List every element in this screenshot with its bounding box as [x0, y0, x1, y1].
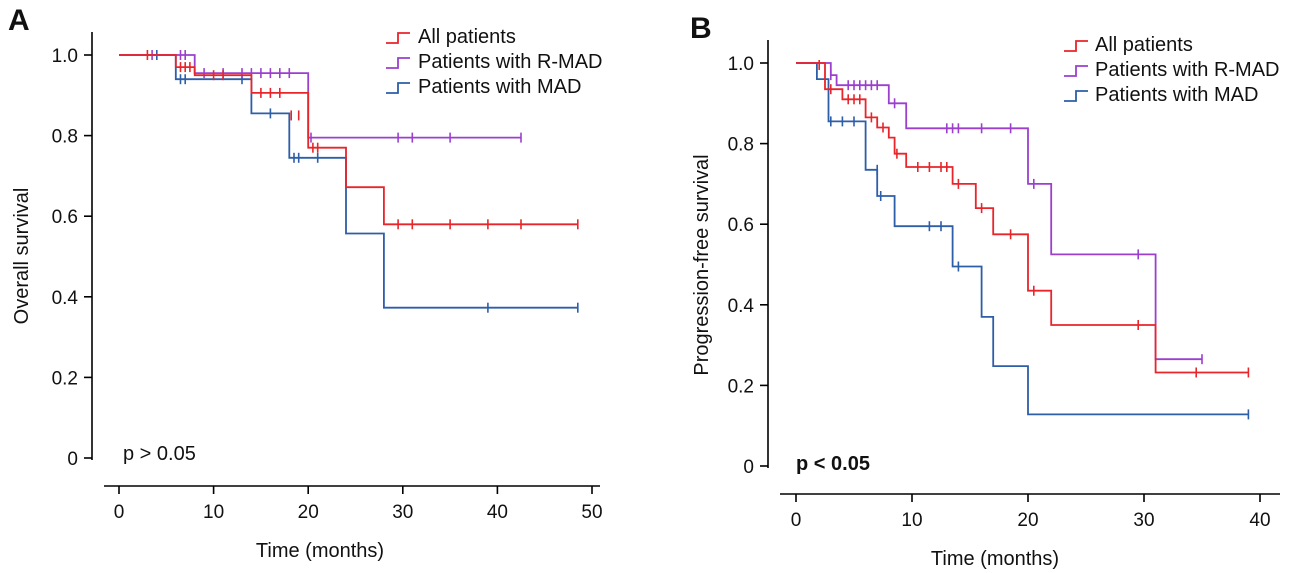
panel-b-x-tick-label: 20: [1017, 510, 1038, 531]
panel-b-chart: B 1.0 0.8 0.6 0.4 0.2 0 0 10 20 30 40 Ti…: [690, 12, 1280, 570]
panel-a-x-tick-label: 20: [298, 502, 319, 523]
panel-b-legend: All patients Patients with R-MAD Patient…: [1064, 34, 1280, 106]
panel-b-plot-area: [796, 60, 1248, 419]
panel-b-y-axis-title: Progression-free survival: [691, 154, 713, 375]
panel-a-y-tick-label: 0: [67, 449, 78, 470]
panel-a-y-tick-label: 0.6: [52, 207, 78, 228]
panel-b-y-tick-label: 0.6: [728, 215, 754, 236]
panel-a-y-tick-label: 0.2: [52, 368, 78, 389]
legend-swatch-all-patients: [386, 33, 410, 43]
panel-a-label: A: [8, 4, 30, 37]
panel-a-y-tick-label: 0.4: [52, 288, 79, 309]
legend-swatch-mad: [1064, 91, 1088, 101]
legend-swatch-all-patients: [1064, 41, 1088, 51]
panel-b-x-tick-label: 10: [901, 510, 922, 531]
legend-label-all-patients: All patients: [1095, 34, 1193, 56]
panel-b-p-value: p < 0.05: [796, 453, 870, 475]
legend-label-r-mad: Patients with R-MAD: [418, 51, 603, 73]
legend-swatch-mad: [386, 83, 410, 93]
panel-b-label: B: [690, 12, 712, 45]
legend-label-mad: Patients with MAD: [418, 76, 581, 98]
panel-b-y-tick-label: 0.8: [728, 135, 754, 156]
panel-a-x-tick-label: 0: [114, 502, 125, 523]
panel-a-p-value: p > 0.05: [123, 443, 196, 465]
panel-b-x-tick-label: 0: [791, 510, 802, 531]
panel-a-x-tick-label: 50: [581, 502, 602, 523]
panel-b-x-tick-label: 40: [1249, 510, 1270, 531]
panel-b-curve-all-patients: [796, 63, 1248, 373]
panel-a-x-tick-label: 10: [203, 502, 224, 523]
panel-b-x-tick-label: 30: [1133, 510, 1154, 531]
legend-label-mad: Patients with MAD: [1095, 84, 1258, 106]
panel-b-y-tick-label: 0: [743, 457, 754, 478]
panel-b-x-axis-title: Time (months): [931, 548, 1059, 570]
panel-a-y-tick-label: 0.8: [52, 127, 78, 148]
legend-label-all-patients: All patients: [418, 26, 516, 48]
panel-b-curve-r-mad: [796, 63, 1202, 359]
legend-label-r-mad: Patients with R-MAD: [1095, 59, 1280, 81]
panel-a-y-axis-title: Overall survival: [11, 188, 33, 325]
panel-b-y-tick-label: 0.2: [728, 376, 754, 397]
panel-b-curve-mad: [796, 63, 1248, 414]
panel-a-x-tick-label: 30: [392, 502, 413, 523]
panel-a-y-tick-label: 1.0: [52, 46, 78, 67]
panel-a-x-axis-title: Time (months): [256, 540, 384, 562]
panel-b-y-tick-label: 1.0: [728, 54, 754, 75]
panel-a-x-tick-label: 40: [487, 502, 508, 523]
panel-a-legend: All patients Patients with R-MAD Patient…: [386, 26, 603, 98]
legend-swatch-r-mad: [1064, 66, 1088, 76]
legend-swatch-r-mad: [386, 58, 410, 68]
panel-b-y-tick-label: 0.4: [728, 296, 755, 317]
panel-a-chart: A 1.0 0.8 0.6 0.4 0.2 0 0 10 20 30 40 50…: [8, 4, 603, 562]
